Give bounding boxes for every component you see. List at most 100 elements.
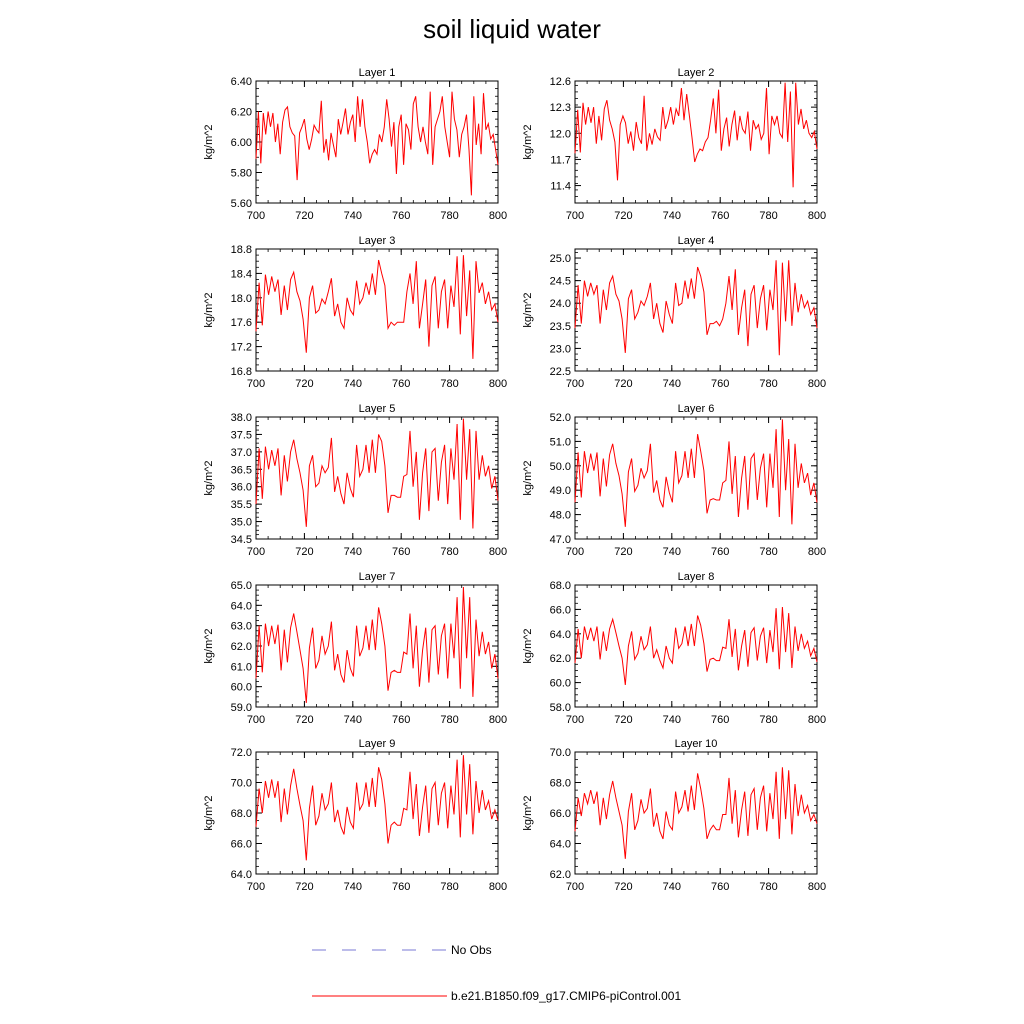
y-tick-label: 61.0 <box>231 661 252 673</box>
y-tick-label: 24.5 <box>550 276 571 288</box>
y-tick-label: 23.0 <box>550 343 571 355</box>
y-axis-label: kg/m^2 <box>522 292 534 327</box>
y-tick-label: 48.0 <box>550 510 571 522</box>
x-tick-label: 700 <box>566 714 584 726</box>
x-tick-label: 760 <box>392 714 410 726</box>
y-tick-label: 17.2 <box>231 342 252 354</box>
x-tick-label: 700 <box>247 378 265 390</box>
x-tick-label: 720 <box>295 714 313 726</box>
y-tick-label: 22.5 <box>550 366 571 378</box>
panel-layer-8: 700 720 740 760 780 800 58.0 60.0 62.0 64.0 66.0 68… <box>522 571 826 726</box>
series-line <box>255 755 499 861</box>
panel-title: Layer 3 <box>359 235 396 247</box>
x-tick-label: 780 <box>440 378 458 390</box>
x-tick-label: 800 <box>489 881 507 893</box>
x-tick-label: 780 <box>759 881 777 893</box>
panel-layer-7: 700 720 740 760 780 800 59.0 60.0 61.0 62.0 63.0 64… <box>203 571 507 726</box>
y-tick-label: 38.0 <box>231 412 252 424</box>
chart-title: soil liquid water <box>423 14 601 44</box>
y-tick-label: 68.0 <box>231 808 252 820</box>
x-tick-label: 760 <box>711 881 729 893</box>
series-line <box>255 586 499 703</box>
x-tick-label: 760 <box>711 546 729 558</box>
x-tick-label: 800 <box>808 881 826 893</box>
y-axis-label: kg/m^2 <box>203 292 215 327</box>
y-tick-label: 64.0 <box>231 600 252 612</box>
panel-layer-9: 700 720 740 760 780 800 64.0 66.0 68.0 70.0 72.0 La… <box>203 738 507 893</box>
y-tick-label: 11.4 <box>550 181 571 193</box>
y-tick-label: 16.8 <box>231 366 252 378</box>
x-tick-label: 800 <box>489 378 507 390</box>
plot-frame <box>255 80 499 204</box>
x-tick-label: 800 <box>489 714 507 726</box>
panel-title: Layer 4 <box>678 235 715 247</box>
y-axis-label: kg/m^2 <box>203 628 215 663</box>
x-tick-label: 700 <box>566 210 584 222</box>
panel-layer-6: 700 720 740 760 780 800 47.0 48.0 49.0 50.0 51.0 52… <box>522 403 826 558</box>
x-tick-label: 780 <box>759 210 777 222</box>
y-tick-label: 49.0 <box>550 485 571 497</box>
y-tick-label: 68.0 <box>550 778 571 790</box>
x-tick-label: 780 <box>759 714 777 726</box>
x-tick-label: 780 <box>440 714 458 726</box>
x-tick-label: 760 <box>392 210 410 222</box>
y-tick-label: 36.0 <box>231 482 252 494</box>
y-tick-label: 37.5 <box>231 429 252 441</box>
y-tick-label: 62.0 <box>231 641 252 653</box>
panel-title: Layer 1 <box>359 67 396 79</box>
x-tick-label: 760 <box>392 881 410 893</box>
x-tick-label: 720 <box>295 546 313 558</box>
y-tick-label: 66.0 <box>550 604 571 616</box>
x-tick-label: 800 <box>489 210 507 222</box>
x-tick-label: 720 <box>614 881 632 893</box>
y-tick-label: 18.4 <box>231 268 252 280</box>
y-tick-label: 52.0 <box>550 412 571 424</box>
y-tick-label: 60.0 <box>550 678 571 690</box>
y-tick-label: 35.0 <box>231 517 252 529</box>
y-tick-label: 64.0 <box>550 839 571 851</box>
x-tick-label: 800 <box>808 546 826 558</box>
series-line <box>574 260 818 356</box>
y-tick-label: 65.0 <box>231 580 252 592</box>
y-axis-label: kg/m^2 <box>203 795 215 830</box>
y-tick-label: 63.0 <box>231 621 252 633</box>
y-tick-label: 23.5 <box>550 321 571 333</box>
x-tick-label: 740 <box>344 378 362 390</box>
x-tick-label: 740 <box>663 881 681 893</box>
x-tick-label: 740 <box>344 210 362 222</box>
panel-title: Layer 2 <box>678 67 715 79</box>
panel-layer-3: 700 720 740 760 780 800 16.8 17.2 17.6 18.0 18.4 18… <box>203 235 507 390</box>
x-tick-label: 740 <box>344 881 362 893</box>
y-tick-label: 72.0 <box>231 747 252 759</box>
y-tick-label: 12.6 <box>550 76 571 88</box>
y-tick-label: 6.40 <box>231 76 252 88</box>
y-tick-label: 70.0 <box>231 778 252 790</box>
x-tick-label: 760 <box>711 714 729 726</box>
x-tick-label: 780 <box>440 210 458 222</box>
y-tick-label: 11.7 <box>550 154 571 166</box>
plot-frame <box>574 80 818 204</box>
x-tick-label: 700 <box>247 881 265 893</box>
x-tick-label: 700 <box>247 210 265 222</box>
y-tick-label: 18.8 <box>231 244 252 256</box>
y-axis-label: kg/m^2 <box>522 460 534 495</box>
y-tick-label: 64.0 <box>231 869 252 881</box>
panel-title: Layer 10 <box>675 738 718 750</box>
y-tick-label: 6.00 <box>231 137 252 149</box>
y-tick-label: 34.5 <box>231 534 252 546</box>
y-tick-label: 68.0 <box>550 580 571 592</box>
x-tick-label: 780 <box>440 546 458 558</box>
y-tick-label: 51.0 <box>550 436 571 448</box>
y-tick-label: 62.0 <box>550 869 571 881</box>
legend-label-1: No Obs <box>451 943 492 957</box>
y-tick-label: 64.0 <box>550 629 571 641</box>
x-tick-label: 800 <box>808 378 826 390</box>
y-axis-label: kg/m^2 <box>522 124 534 159</box>
x-tick-label: 800 <box>489 546 507 558</box>
y-tick-label: 17.6 <box>231 317 252 329</box>
y-tick-label: 58.0 <box>550 702 571 714</box>
series-line <box>574 419 818 527</box>
y-tick-label: 12.3 <box>550 102 571 114</box>
panel-layer-2: 700 720 740 760 780 800 11.4 11.7 12.0 12.3 12.6 La… <box>522 67 826 222</box>
